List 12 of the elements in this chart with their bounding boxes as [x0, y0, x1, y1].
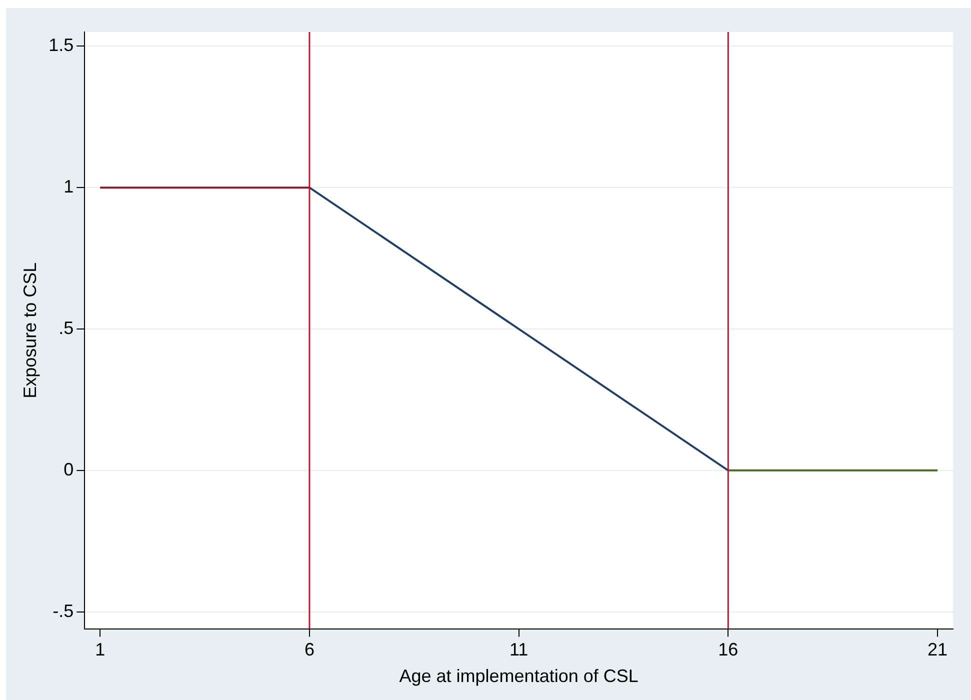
x-tick-label: 6	[304, 640, 314, 660]
x-tick-label: 16	[718, 640, 738, 660]
y-axis-title: Exposure to CSL	[20, 262, 40, 398]
y-tick-label: -.5	[52, 600, 74, 621]
x-tick-label: 11	[509, 640, 528, 660]
x-tick-label: 1	[95, 640, 106, 660]
y-tick-label: 1	[64, 176, 74, 197]
x-tick-label: 21	[927, 640, 948, 660]
x-axis-title: Age at implementation of CSL	[399, 666, 638, 686]
y-tick-label: 0	[64, 459, 74, 480]
y-tick-label: .5	[58, 318, 74, 338]
y-tick-label: 1.5	[48, 35, 74, 56]
